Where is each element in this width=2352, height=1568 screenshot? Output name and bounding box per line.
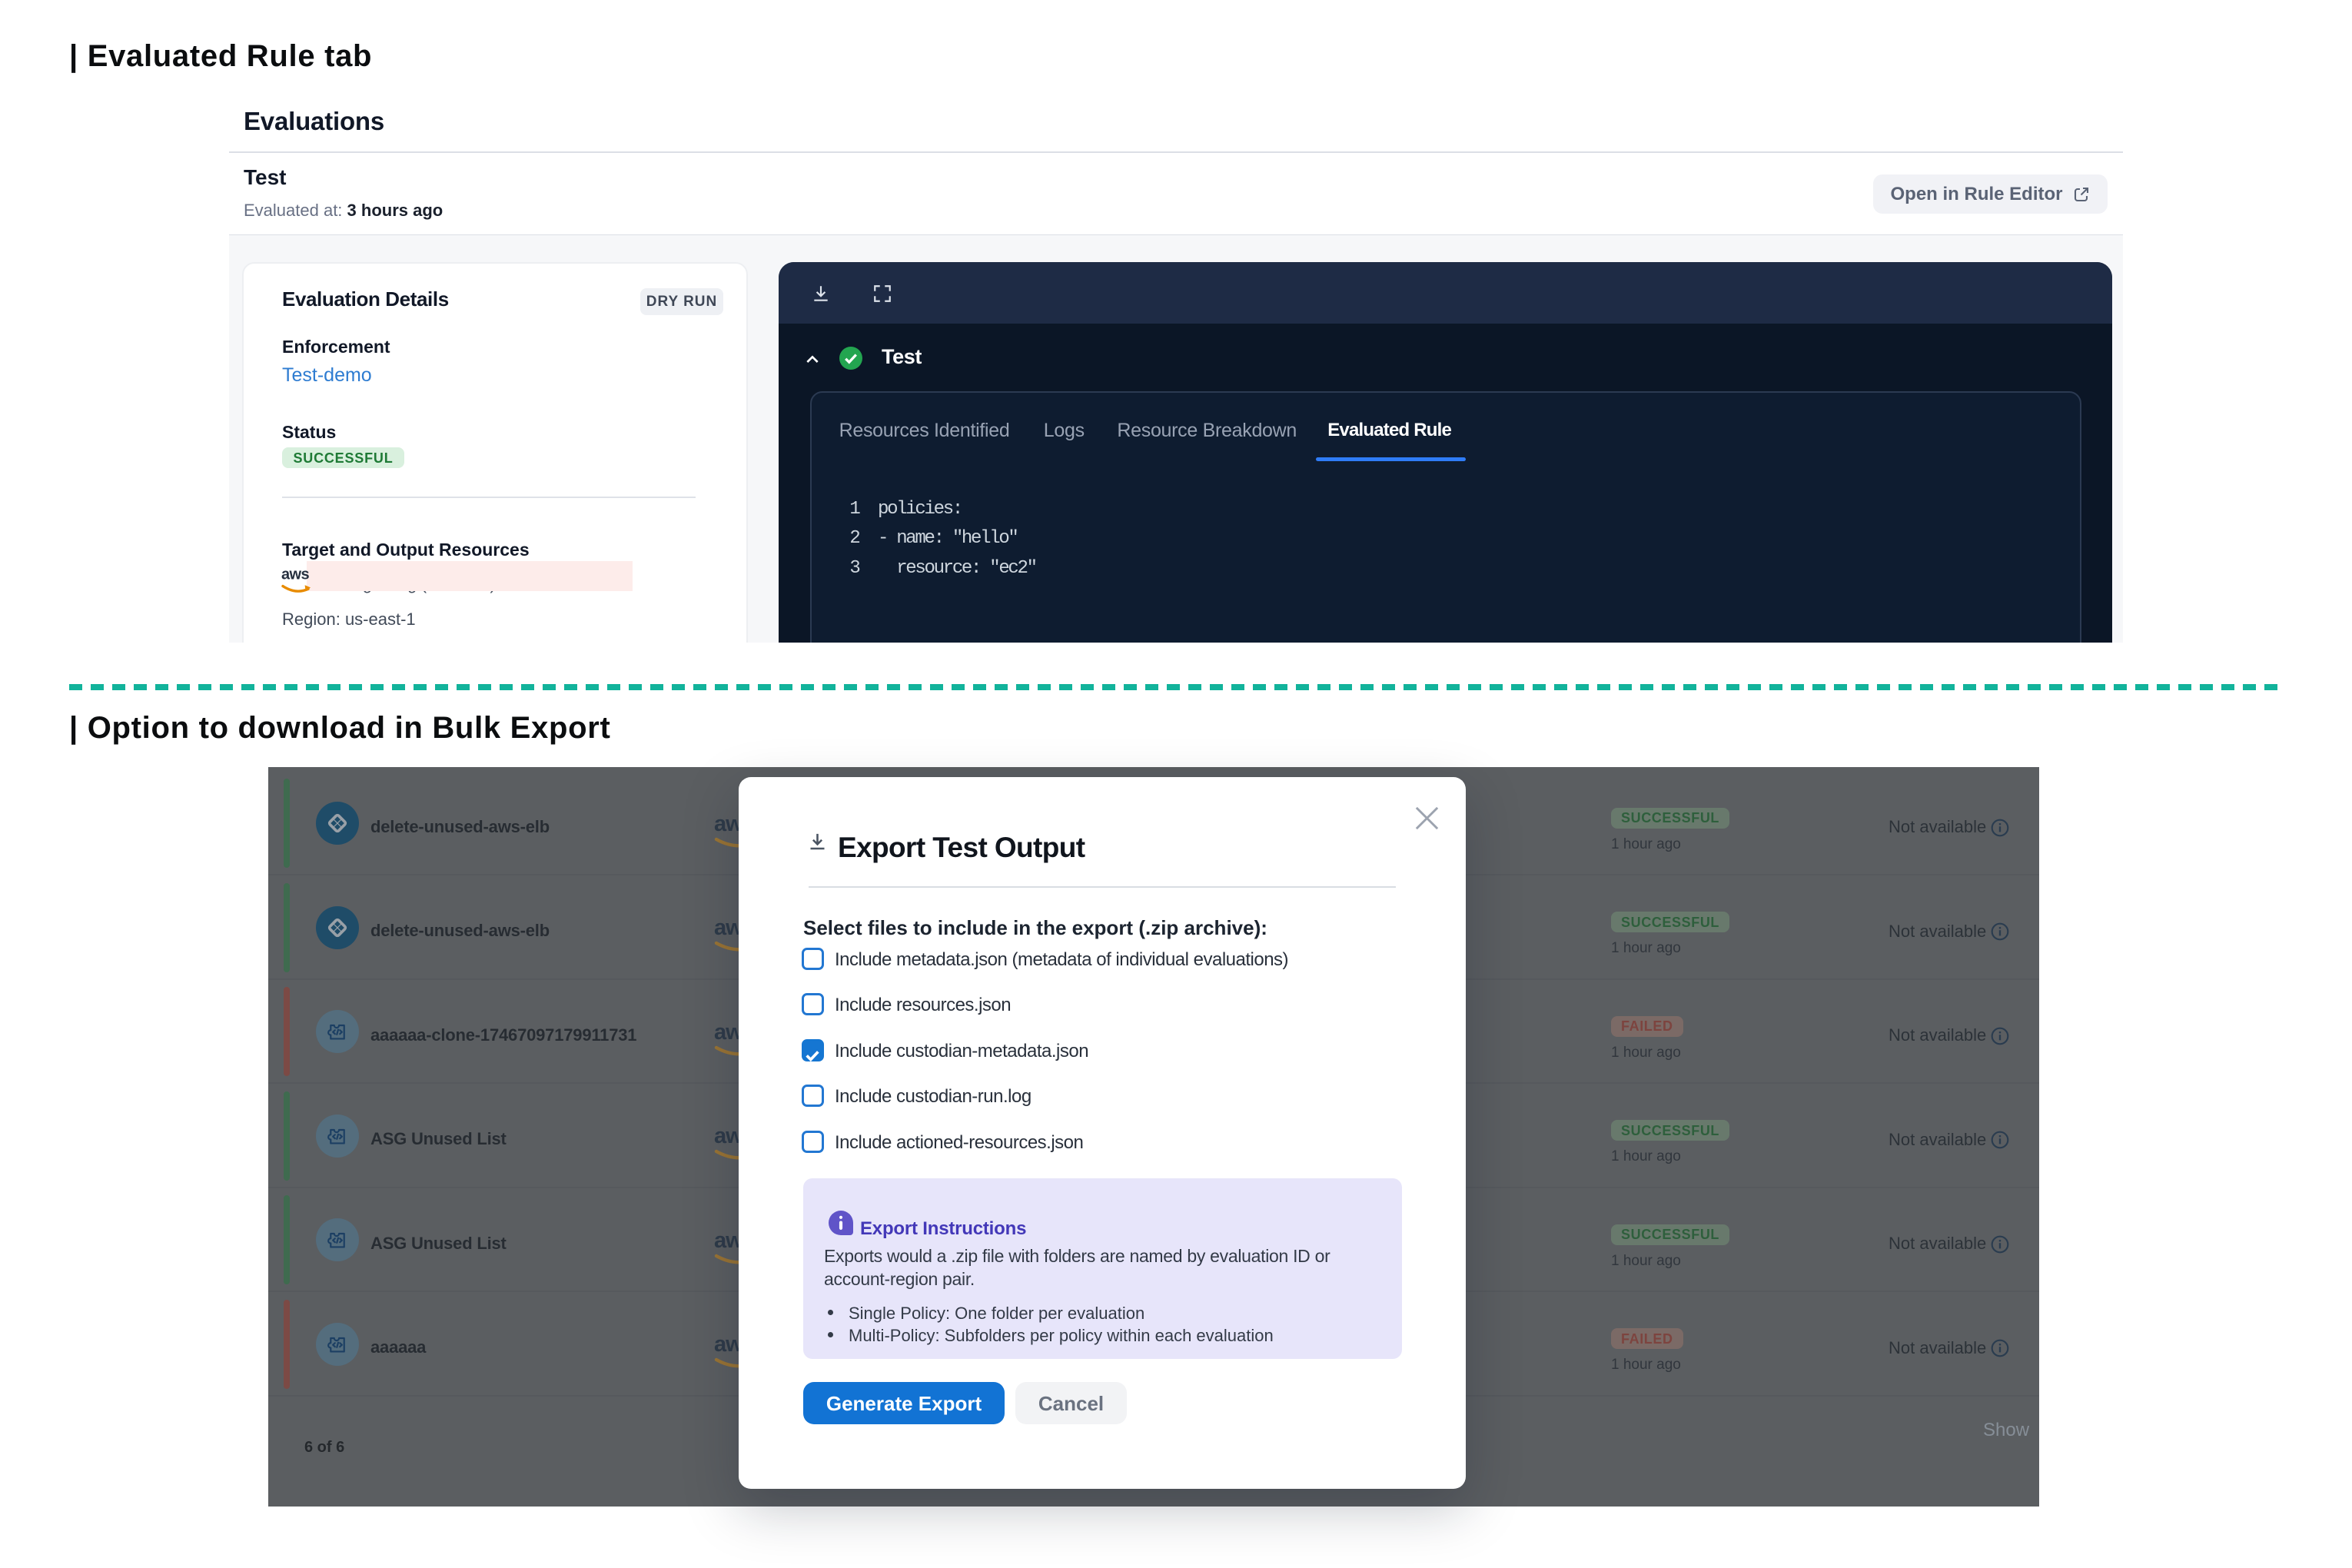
svg-text:aws: aws bbox=[281, 567, 309, 583]
